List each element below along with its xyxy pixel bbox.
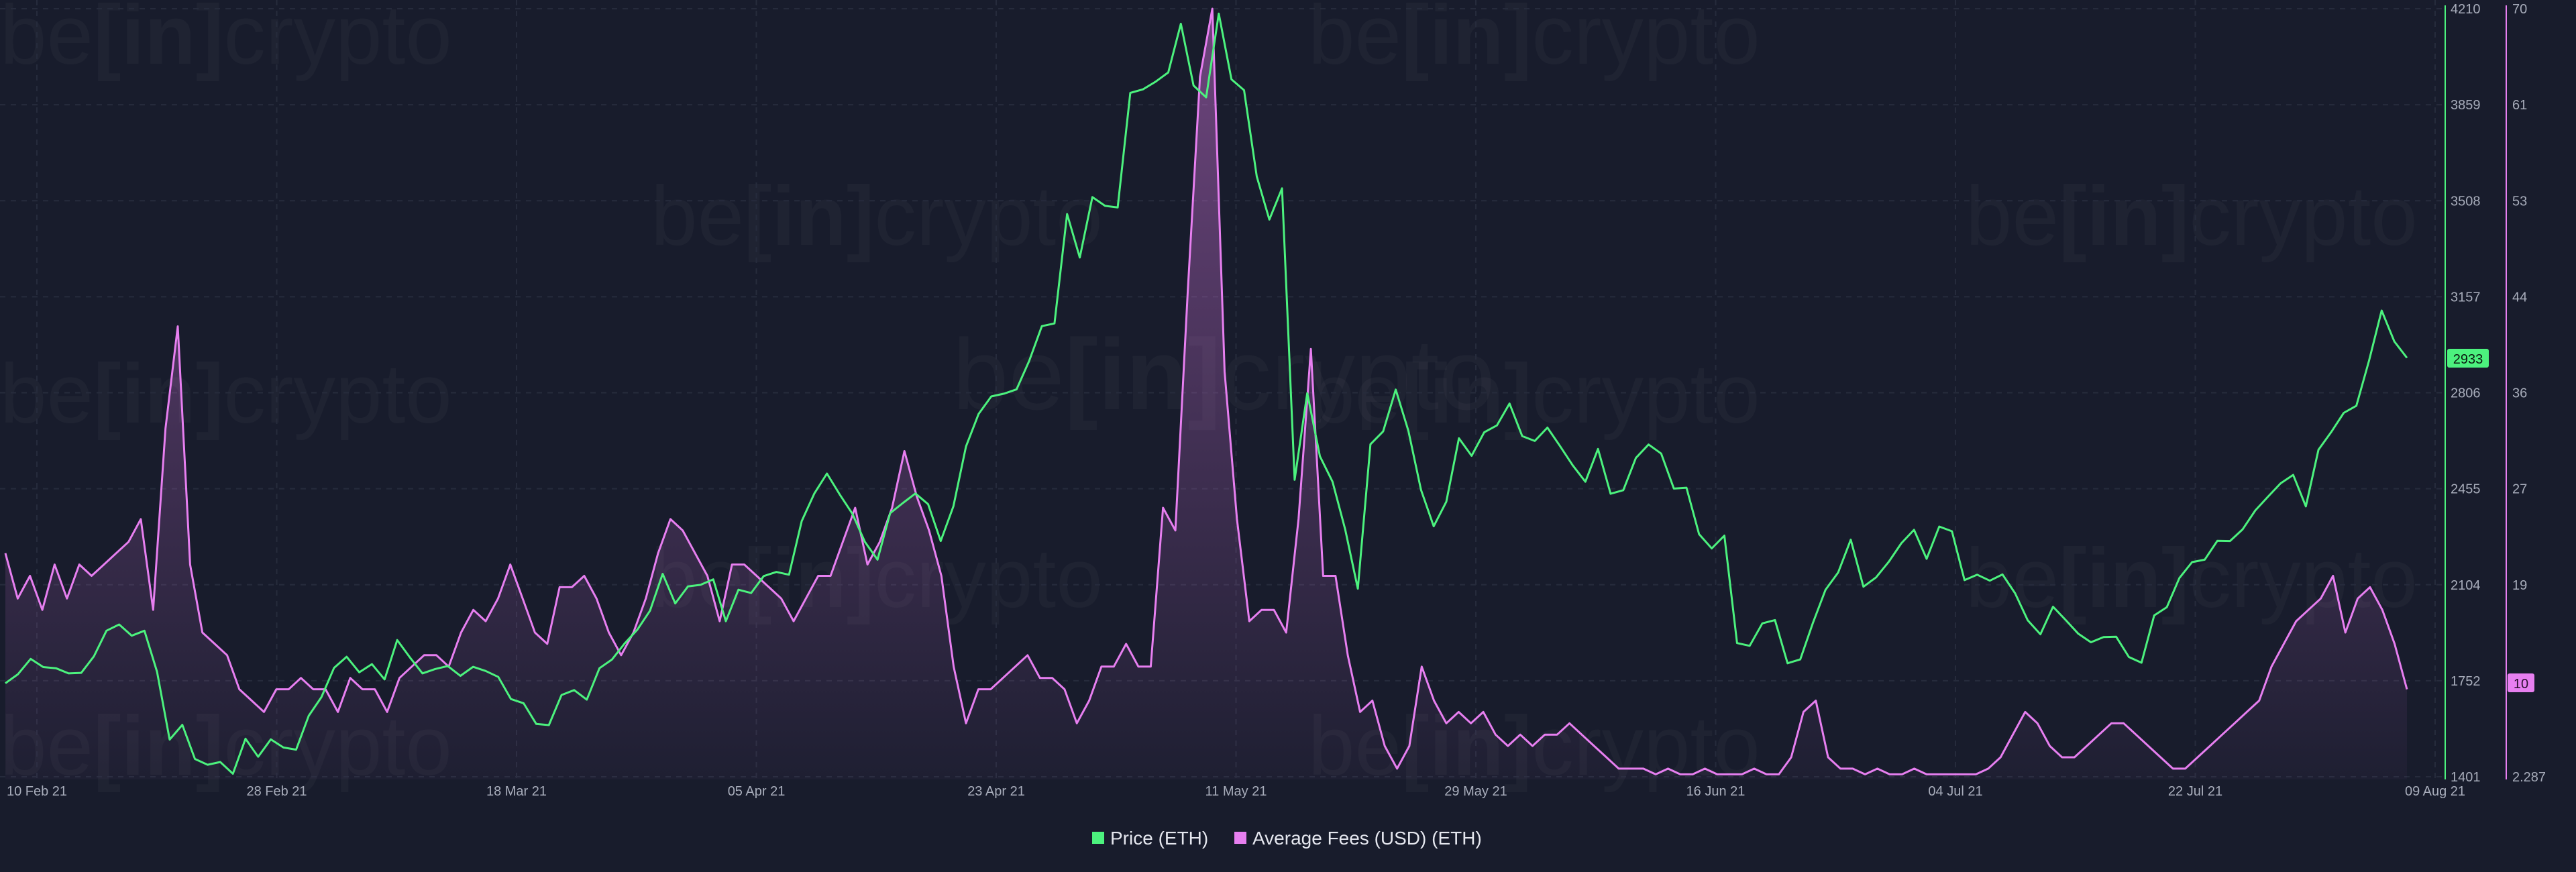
watermark-text: be[in]crypto: [0, 347, 452, 441]
x-tick-label: 10 Feb 21: [7, 784, 67, 799]
price-axis-ticks: 4210 3859 3508 3157 2806 2455 2104 1752 1401: [2451, 2, 2481, 785]
fees-axis-ticks: 70 61 53 44 36 27 19 10 2.287: [2512, 2, 2546, 785]
x-tick-label: 23 Apr 21: [967, 784, 1025, 799]
x-tick-label: 05 Apr 21: [728, 784, 786, 799]
watermark-text: be[in]crypto: [1966, 532, 2418, 625]
x-tick-label: 04 Jul 21: [1928, 784, 1982, 799]
legend-item-price[interactable]: Price (ETH): [1092, 828, 1208, 849]
price-tick-label: 4210: [2451, 2, 2481, 17]
x-tick-label: 11 May 21: [1205, 784, 1267, 799]
watermark-text: be[in]crypto: [1966, 170, 2418, 263]
watermark-text: be[in]crypto: [1308, 0, 1760, 82]
series-line-fees: [4, 7, 2408, 775]
x-tick-label: 16 Jun 21: [1686, 784, 1746, 799]
series-line-price: [5, 12, 2408, 775]
gridlines: [0, 0, 2442, 779]
price-tick-label: 3157: [2451, 290, 2481, 305]
x-axis-ticks: 10 Feb 21 28 Feb 21 18 Mar 21 05 Apr 21 23 A…: [7, 784, 2465, 799]
x-tick-label: 29 May 21: [1444, 784, 1507, 799]
fees-tick-label: 36: [2512, 386, 2527, 401]
fees-tick-label: 27: [2512, 482, 2527, 497]
x-tick-label: 28 Feb 21: [246, 784, 307, 799]
fees-area: [5, 9, 2407, 779]
price-tick-label: 3859: [2451, 98, 2481, 113]
price-tick-label: 2455: [2451, 482, 2481, 497]
price-tick-label: 3508: [2451, 194, 2481, 209]
fees-tick-label: 19: [2512, 578, 2527, 593]
x-tick-label: 18 Mar 21: [486, 784, 547, 799]
fees-tick-label: 61: [2512, 98, 2527, 113]
watermark-text: be[in]crypto: [651, 170, 1103, 263]
price-tick-label: 1752: [2451, 674, 2481, 689]
price-tick-label: 2806: [2451, 386, 2481, 401]
price-last-value-badge: 2933: [2447, 349, 2489, 368]
legend: Price (ETH) Average Fees (USD) (ETH): [1092, 828, 1482, 849]
x-tick-label: 22 Jul 21: [2168, 784, 2222, 799]
fees-tick-label: 44: [2512, 290, 2527, 305]
price-tick-label: 2104: [2451, 578, 2481, 593]
legend-item-fees[interactable]: Average Fees (USD) (ETH): [1234, 828, 1482, 849]
fees-tick-label: 70: [2512, 2, 2527, 17]
fees-last-value: 10: [2514, 677, 2528, 692]
watermark-text: be[in]crypto: [0, 0, 452, 82]
fees-last-value-badge: 10: [2508, 673, 2534, 692]
legend-label-price: Price (ETH): [1110, 828, 1208, 849]
fees-tick-label: 53: [2512, 194, 2527, 209]
price-last-value: 2933: [2453, 352, 2483, 367]
price-tick-label: 1401: [2451, 770, 2481, 785]
x-tick-label: 09 Aug 21: [2405, 784, 2465, 799]
legend-label-fees: Average Fees (USD) (ETH): [1252, 828, 1482, 849]
fees-tick-label: 2.287: [2512, 770, 2546, 785]
